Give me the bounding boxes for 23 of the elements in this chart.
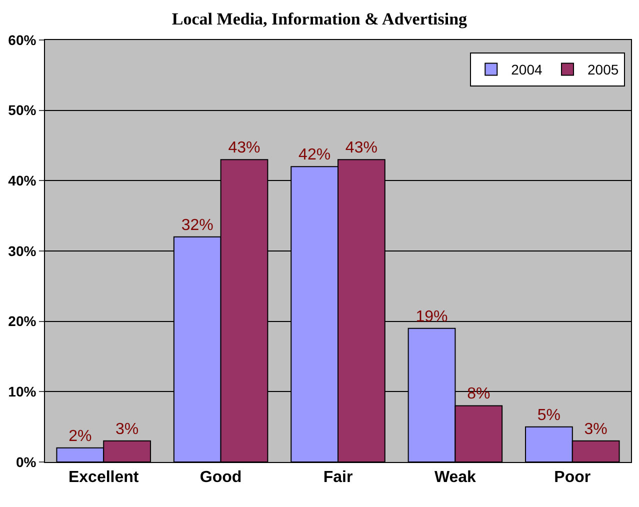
- y-tick-label: 0%: [16, 454, 37, 470]
- y-tick-label: 40%: [8, 172, 37, 189]
- y-tick-label: 10%: [8, 384, 37, 400]
- data-label: 43%: [228, 140, 260, 157]
- y-tick-label: 60%: [8, 32, 37, 48]
- x-tick-label: Good: [200, 469, 242, 486]
- x-tick-label: Weak: [434, 469, 476, 486]
- x-tick-label: Excellent: [68, 469, 140, 486]
- data-label: 3%: [584, 420, 608, 438]
- legend-label: 2004: [511, 62, 542, 78]
- chart-title: Local Media, Information & Advertising: [172, 10, 468, 29]
- data-label: 2%: [68, 428, 92, 445]
- legend-label: 2005: [588, 62, 619, 78]
- data-label: 5%: [537, 406, 561, 424]
- data-label: 43%: [345, 140, 378, 157]
- data-label: 3%: [115, 420, 139, 438]
- x-tick-label: Fair: [323, 469, 353, 486]
- data-label: 42%: [298, 146, 331, 164]
- y-tick-label: 20%: [8, 313, 37, 330]
- x-tick-label: Poor: [554, 469, 591, 486]
- y-tick-label: 50%: [8, 102, 37, 118]
- y-tick-label: 30%: [8, 242, 37, 259]
- data-label: 32%: [181, 216, 214, 234]
